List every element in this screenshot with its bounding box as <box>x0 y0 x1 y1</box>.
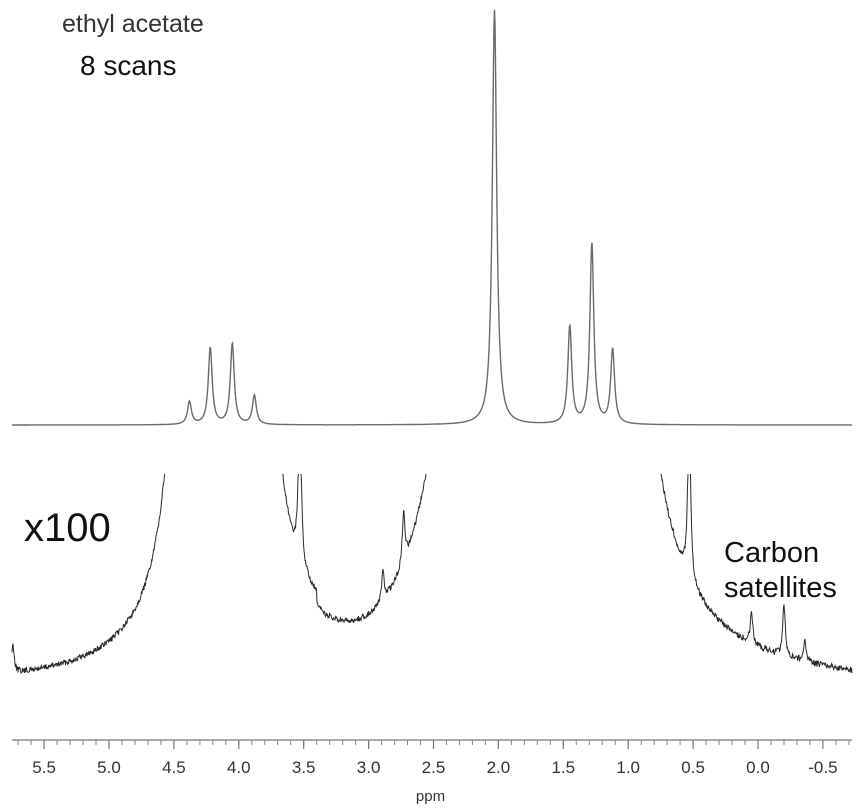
scale-factor-label: x100 <box>24 506 111 550</box>
carbon-satellites-annotation: Carbon satellites <box>724 536 837 607</box>
x-tick-label: 3.0 <box>357 758 381 777</box>
x-tick-label: 3.5 <box>292 758 316 777</box>
x-tick-label: 5.5 <box>32 758 56 777</box>
x-tick-label: 0.5 <box>681 758 705 777</box>
lower-spectrum-trace-x100 <box>11 473 853 675</box>
x-tick-label: 2.5 <box>422 758 446 777</box>
x-tick-label: 0.0 <box>746 758 770 777</box>
x-tick-label: 1.5 <box>551 758 575 777</box>
x-axis-label: ppm <box>415 788 446 805</box>
chart-subtitle: 8 scans <box>80 50 177 81</box>
x-tick-label: 2.0 <box>487 758 511 777</box>
chart-title: ethyl acetate <box>62 10 204 38</box>
upper-spectrum-trace <box>12 9 852 426</box>
annotation-line-1: Carbon <box>724 537 820 569</box>
annotation-line-2: satellites <box>724 572 837 605</box>
x-tick-label: 1.0 <box>616 758 640 777</box>
x-tick-label: -0.5 <box>808 758 837 777</box>
x-tick-label: 4.0 <box>227 758 251 777</box>
x-tick-label: 5.0 <box>97 758 121 777</box>
x-axis-ticks: 6.56.05.55.04.54.03.53.02.52.01.51.00.50… <box>17 740 850 777</box>
x-tick-label: 4.5 <box>162 758 186 777</box>
